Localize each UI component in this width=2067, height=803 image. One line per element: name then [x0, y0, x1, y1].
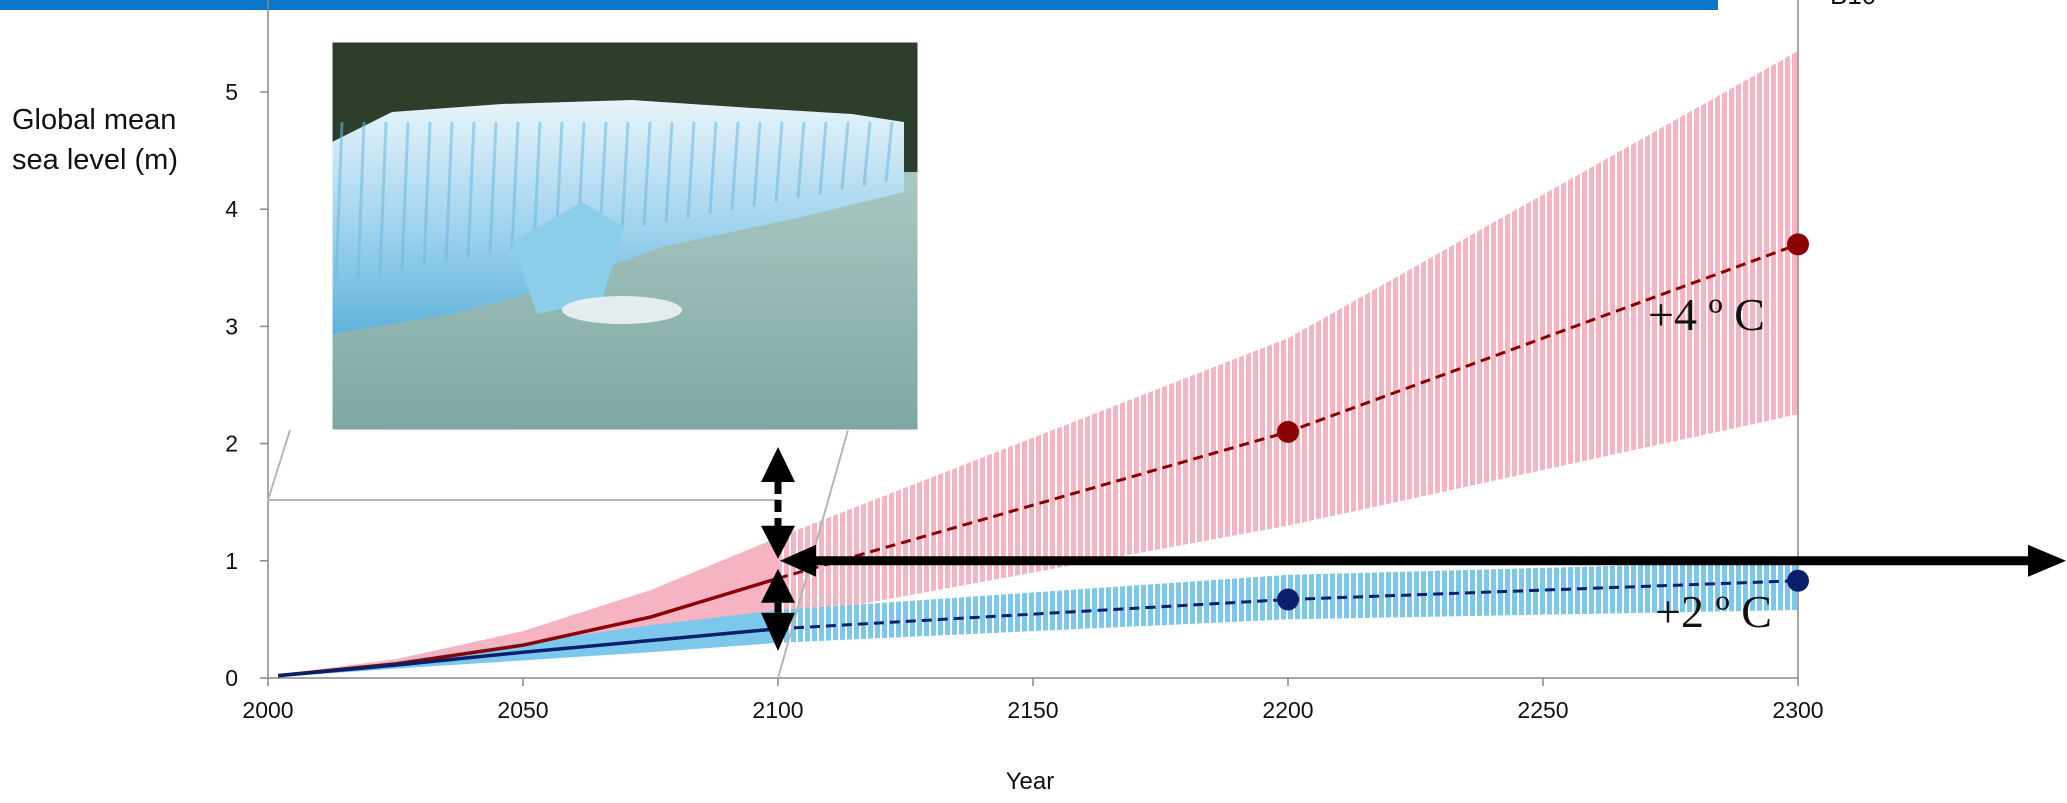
- inset-ice-crevasse: [422, 121, 432, 267]
- inset-glacier-face: [332, 100, 904, 334]
- inset-ice-crevasse: [510, 121, 520, 251]
- inset-ice-crevasse: [818, 121, 828, 195]
- horizontal-arrow-head-left: [780, 544, 816, 577]
- inset-ice-crevasse: [356, 121, 366, 279]
- inset-ice-crevasse: [620, 121, 630, 231]
- series-marker: [1787, 233, 1809, 256]
- series-marker: [1277, 588, 1299, 611]
- inset-ice-crevasse: [708, 121, 718, 215]
- x-tick-label: 2150: [1007, 697, 1058, 723]
- x-tick-label: 2300: [1772, 697, 1823, 723]
- series-line-dashed-1: [777, 579, 1799, 631]
- inset-ice-crevasse: [862, 121, 872, 187]
- series-marker: [1277, 420, 1299, 443]
- corner-label: B10: [1830, 0, 1876, 11]
- inset-ice-crevasse: [466, 121, 476, 259]
- inset-ice-crevasse: [884, 121, 894, 183]
- inset-ice-crevasse: [642, 121, 652, 227]
- inset-ice-crevasse: [378, 121, 388, 275]
- inset-border: [331, 41, 919, 431]
- series-line-solid-1: [278, 627, 779, 678]
- arrow-head-down: [761, 525, 795, 559]
- callout-line-left: [266, 429, 780, 501]
- series-labels: +4 º C +2 º C: [1648, 289, 1772, 637]
- arrow-head-up: [761, 568, 795, 603]
- y-tick-label: 1: [225, 548, 238, 574]
- inset-ice-crevasse: [796, 121, 806, 199]
- arrow-head-down: [761, 612, 795, 651]
- inset-ice-crevasse: [334, 121, 344, 283]
- x-tick-label: 2000: [242, 697, 293, 723]
- series-markers: [1277, 233, 1809, 611]
- y-tick-label: 2: [225, 431, 238, 457]
- inset-ice-crevasse: [730, 121, 740, 211]
- inset-ice-crevasse: [664, 121, 674, 223]
- inset-ice-crevasse: [400, 121, 410, 271]
- arrow-head-up: [761, 447, 795, 482]
- y-axis-label: Global mean sea level (m): [12, 104, 178, 176]
- inset-ice-crevasse: [444, 121, 454, 263]
- inset-ice-crevasse: [840, 121, 850, 191]
- axes: 0 1 2 3 4 5 2000 2050 2100 2150 2200 2250 2300: [225, 0, 1824, 723]
- y-tick-label: 4: [225, 196, 238, 222]
- annotation-arrows: [761, 447, 2066, 651]
- series-label-4c: +4 º C: [1648, 289, 1765, 340]
- inset-ice-crevasse: [686, 121, 696, 219]
- horizontal-arrow-head-right: [2028, 544, 2066, 577]
- band-hatched-0: [778, 50, 1798, 620]
- inset-ice-crevasse: [488, 121, 498, 255]
- x-tick-label: 2100: [752, 697, 803, 723]
- top-accent-bar: [0, 0, 1718, 10]
- inset-splash: [562, 296, 682, 324]
- inset-calving-ice: [512, 202, 624, 314]
- x-tick-label: 2050: [497, 697, 548, 723]
- y-tick-label: 0: [225, 665, 238, 691]
- inset-ice-crevasse: [774, 121, 784, 203]
- series-label-2c: +2 º C: [1655, 586, 1772, 637]
- x-tick-label: 2200: [1262, 697, 1313, 723]
- x-tick-label: 2250: [1517, 697, 1568, 723]
- inset-ice-crevasse: [752, 121, 762, 207]
- series-marker: [1787, 569, 1809, 592]
- y-tick-label: 3: [225, 313, 238, 339]
- inset-ice-crevasse: [532, 121, 542, 247]
- x-axis-label: Year: [1005, 768, 1055, 795]
- y-tick-label: 5: [225, 79, 238, 105]
- glacier-photo-inset: [331, 41, 919, 431]
